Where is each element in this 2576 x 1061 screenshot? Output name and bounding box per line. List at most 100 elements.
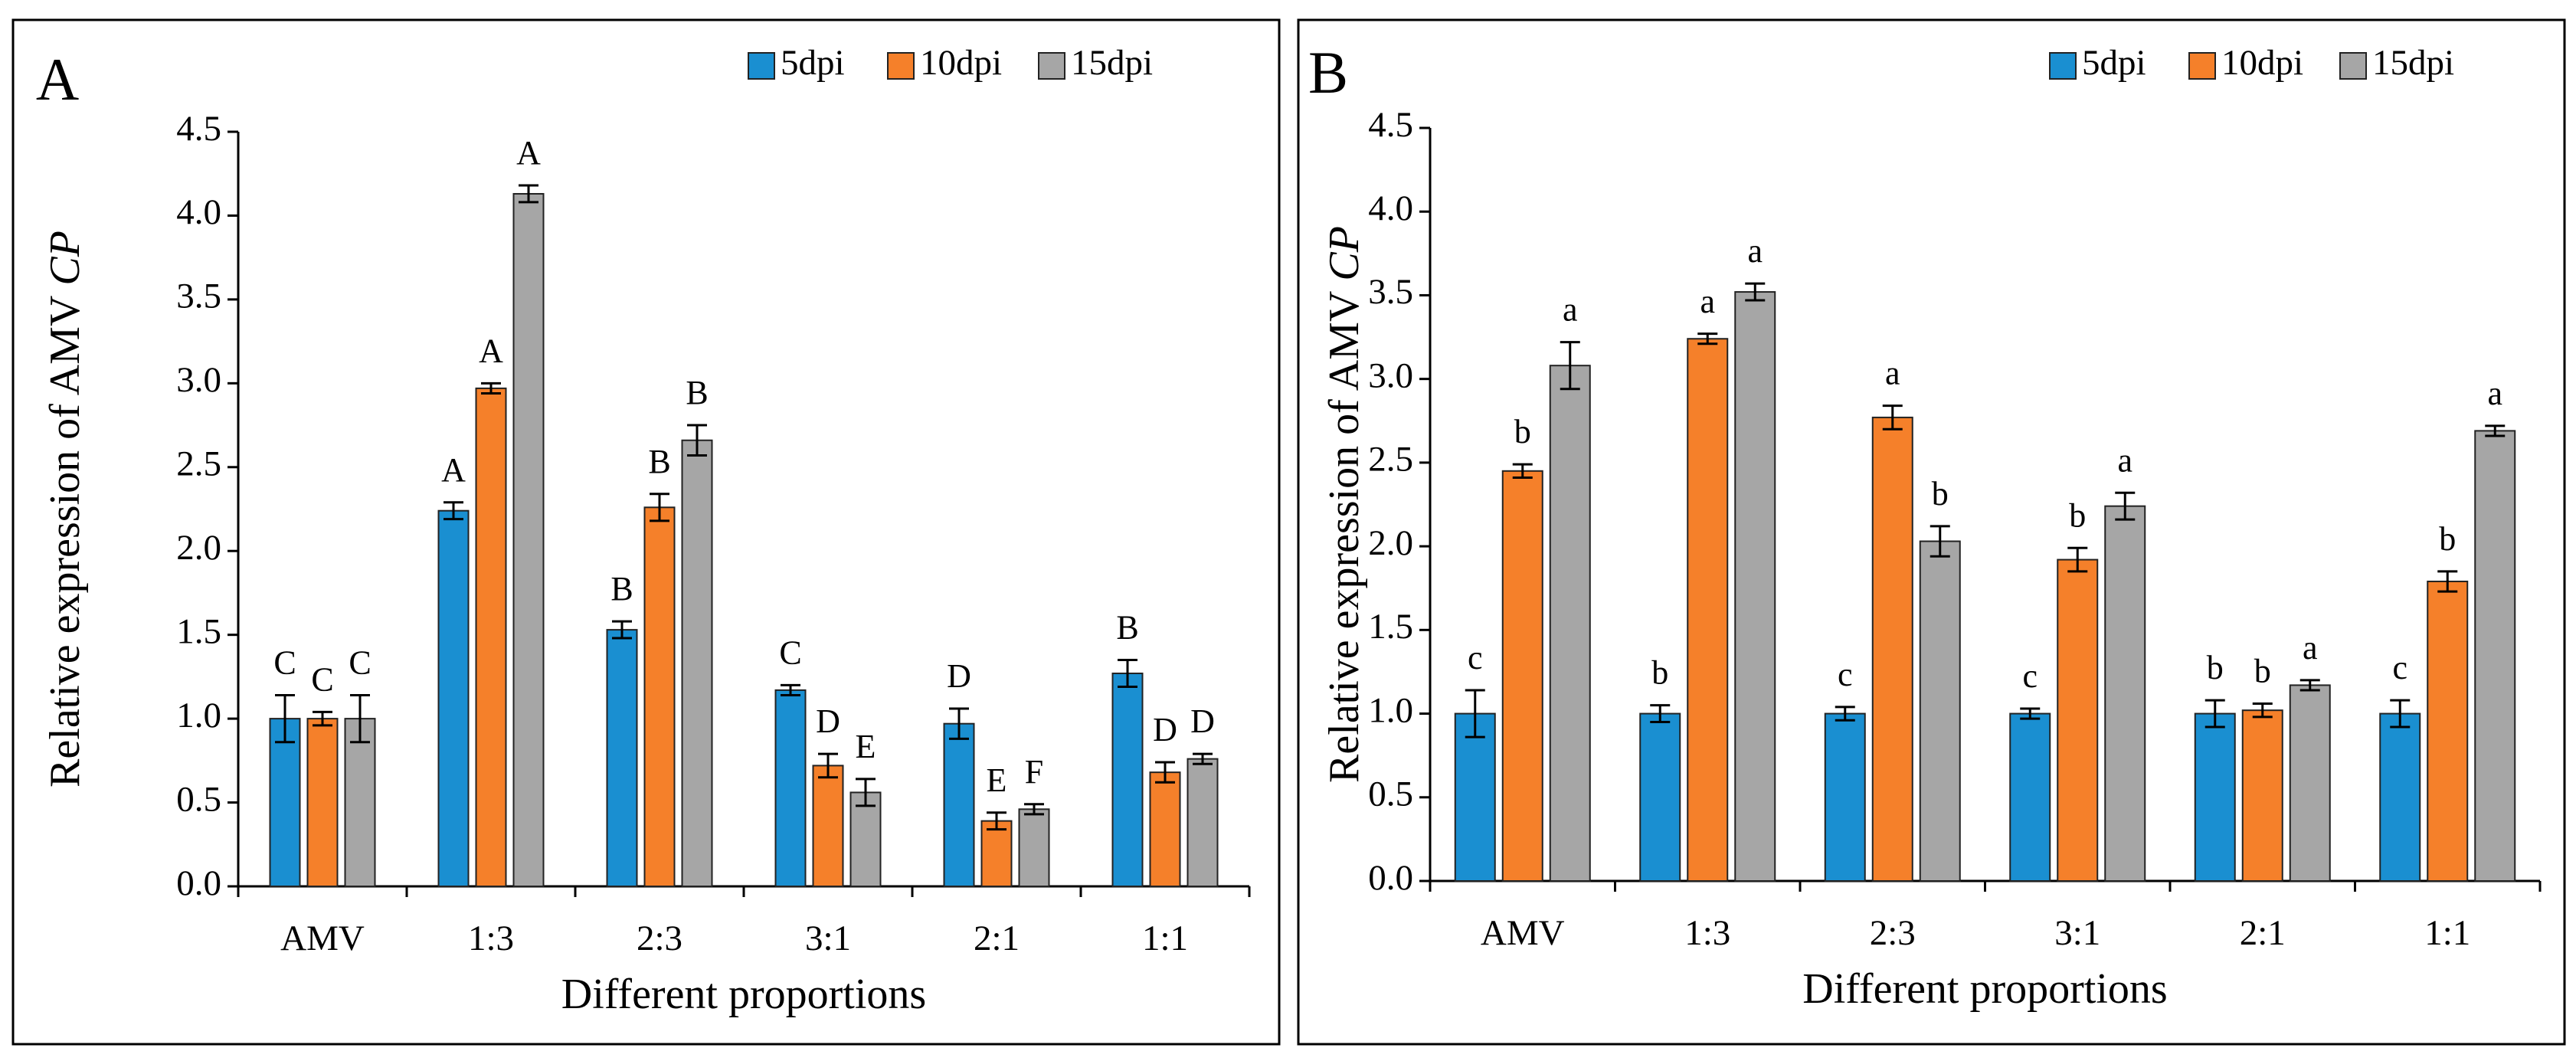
x-tick-label: 1:3: [468, 919, 514, 958]
y-tick-label: 4.0: [1368, 188, 1413, 228]
significance-letter: D: [1153, 711, 1177, 748]
significance-letter: A: [479, 332, 503, 369]
bar: [1871, 416, 1913, 882]
y-tick-label: 3.5: [1368, 272, 1413, 312]
bar: [1824, 712, 1866, 882]
error-bar: [1835, 706, 1855, 722]
y-tick-label: 2.5: [1368, 440, 1413, 480]
legend-swatch: [1038, 52, 1065, 80]
bar: [1187, 758, 1219, 888]
legend-label: 15dpi: [2372, 43, 2454, 83]
bar: [1734, 291, 1776, 882]
significance-letter: B: [610, 570, 633, 607]
error-bar: [2437, 570, 2458, 593]
error-bar: [519, 184, 538, 204]
error-bar: [1882, 404, 1903, 431]
error-bar: [2067, 546, 2088, 573]
bar: [2379, 712, 2421, 882]
error-bar: [1697, 332, 1718, 345]
y-tick-label: 1.0: [1368, 690, 1413, 730]
legend-label: 5dpi: [2082, 43, 2146, 83]
x-tick-label: AMV: [1481, 913, 1565, 953]
y-tick-label: 0.5: [1368, 774, 1413, 814]
legend-label: 10dpi: [2221, 43, 2303, 83]
bar: [1549, 365, 1591, 882]
y-axis-title-italic: CP: [1321, 226, 1368, 281]
bar: [1018, 808, 1050, 888]
y-tick-label: 4.5: [1368, 105, 1413, 145]
significance-letter: b: [2439, 520, 2456, 558]
bar: [512, 192, 545, 887]
bar: [2057, 558, 2099, 882]
significance-letter: a: [1700, 283, 1715, 320]
x-tick-label: AMV: [280, 919, 365, 958]
panel-frame: [11, 18, 1281, 1046]
significance-letter: D: [947, 657, 971, 695]
bar: [1149, 771, 1181, 888]
bar: [2241, 709, 2283, 882]
significance-letter: a: [2117, 441, 2132, 479]
panel-label: B: [1308, 39, 1348, 106]
y-tick-label: 4.0: [176, 192, 221, 232]
x-tick-label: 1:3: [1684, 913, 1730, 953]
error-bar: [2115, 491, 2136, 521]
error-bar: [687, 424, 707, 457]
error-bar: [2204, 699, 2225, 729]
bar: [2474, 430, 2516, 882]
y-tick-label: 2.5: [176, 444, 221, 484]
bar: [849, 791, 882, 888]
error-bar: [275, 693, 295, 744]
bar: [306, 718, 339, 887]
error-bar: [1745, 282, 1766, 302]
x-axis-title: Different proportions: [1802, 965, 2167, 1013]
y-tick-label: 0.0: [1368, 858, 1413, 898]
y-tick-label: 3.0: [176, 360, 221, 400]
x-tick-label: 3:1: [2054, 913, 2100, 953]
error-bar: [612, 620, 632, 640]
error-bar: [1650, 704, 1671, 723]
error-bar: [1930, 525, 1950, 558]
x-tick-label: 2:3: [1870, 913, 1916, 953]
y-tick-label: 3.0: [1368, 355, 1413, 395]
panel-label: A: [36, 46, 79, 113]
bar: [980, 820, 1013, 887]
significance-letter: E: [856, 728, 876, 765]
bar: [475, 387, 507, 887]
bar: [269, 718, 301, 887]
error-bar: [350, 693, 370, 744]
bar: [2194, 712, 2236, 882]
legend-label: 10dpi: [920, 43, 1002, 83]
panel-frame: [1297, 18, 2566, 1046]
bar: [1501, 470, 1543, 882]
y-tick-label: 1.5: [1368, 607, 1413, 647]
legend-swatch: [887, 52, 915, 80]
error-bar: [650, 493, 669, 522]
y-axis-title-text: Relative expression of AMV: [41, 286, 89, 788]
significance-letter: C: [349, 644, 371, 682]
y-tick-label: 0.0: [176, 863, 221, 903]
error-bar: [481, 382, 501, 395]
bar: [1639, 712, 1681, 882]
error-bar: [2390, 699, 2411, 729]
error-bar: [856, 778, 876, 807]
error-bar: [1512, 463, 1533, 480]
error-bar: [818, 752, 838, 779]
y-tick-label: 4.5: [176, 109, 221, 149]
bar: [2289, 684, 2331, 882]
bar: [943, 722, 975, 888]
x-tick-label: 1:1: [2424, 913, 2470, 953]
error-bar: [2485, 424, 2506, 437]
x-tick-label: 2:1: [2240, 913, 2286, 953]
significance-letter: c: [1468, 639, 1483, 676]
y-axis-title: Relative expression of AMV CP: [1321, 226, 1368, 783]
significance-letter: b: [2207, 649, 2224, 686]
error-bar: [1118, 659, 1137, 689]
bar: [344, 718, 376, 887]
y-axis-title-italic: CP: [41, 231, 89, 286]
significance-letter: b: [1651, 654, 1668, 692]
significance-letter: b: [2254, 653, 2271, 690]
error-bar: [987, 811, 1007, 831]
legend-label: 5dpi: [781, 43, 845, 83]
significance-letter: D: [816, 702, 840, 740]
